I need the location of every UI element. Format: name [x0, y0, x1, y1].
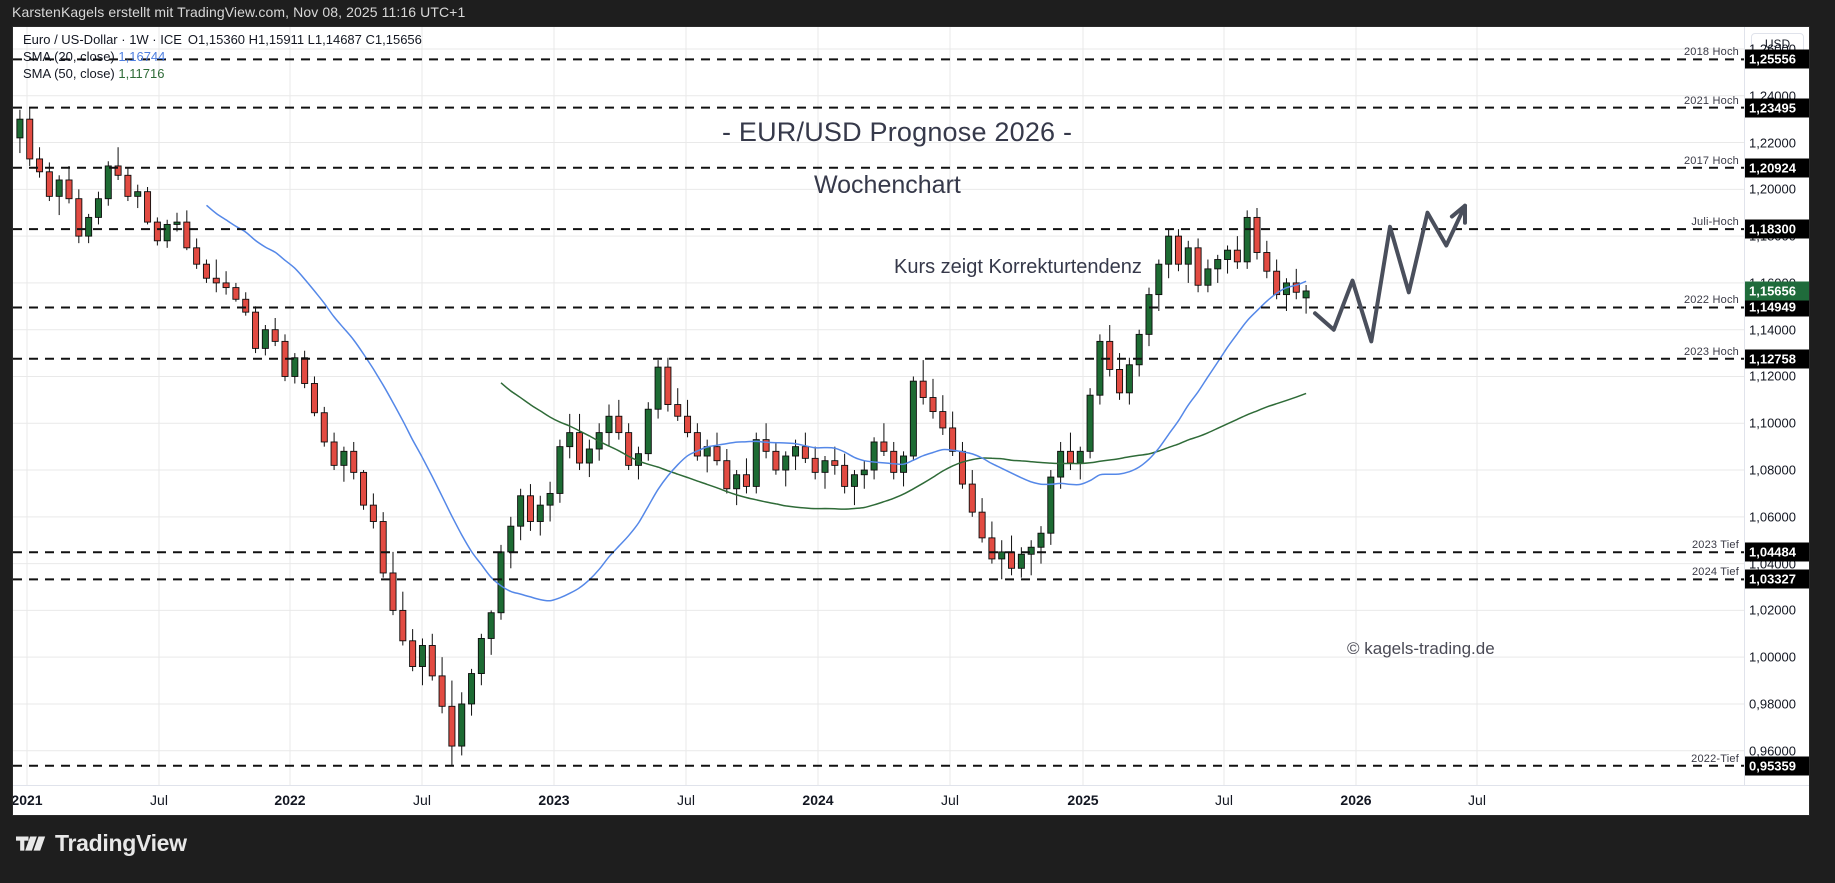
price-tick: 1,12000 — [1749, 368, 1796, 384]
price-axis[interactable]: USD 1,260001,240001,220001,200001,180001… — [1744, 27, 1809, 787]
legend-sma50-label: SMA (50, close) — [23, 66, 115, 81]
footer-bar: TradingView — [0, 816, 1835, 883]
watermark-credit: © kagels-trading.de — [1347, 639, 1495, 658]
chart-title: - EUR/USD Prognose 2026 - — [722, 117, 1073, 147]
attribution-bar: KarstenKagels erstellt mit TradingView.c… — [0, 0, 1835, 24]
time-tick: 2022 — [274, 792, 306, 808]
level-label-2018-hoch: 2018 Hoch — [1683, 46, 1739, 59]
price-tick: 1,20000 — [1749, 181, 1796, 197]
time-axis[interactable]: 2021 Jul 2022 Jul 2023 Jul 2024 Jul 2025 Jul 2026 J… — [12, 785, 1809, 815]
time-tick: Jul — [150, 792, 168, 808]
level-label-2024-tief: 2024 Tief — [1691, 566, 1739, 579]
level-label-2022-hoch: 2022 Hoch — [1683, 294, 1739, 307]
price-tick: 1,10000 — [1749, 415, 1796, 431]
level-label-2023-hoch: 2023 Hoch — [1683, 345, 1739, 358]
chart-legend[interactable]: Euro / US-Dollar · 1W · ICE O1,15360 H1,1… — [23, 31, 422, 82]
level-price-badge: 1,03327 — [1745, 569, 1809, 589]
correction-annotation: Kurs zeigt Korrekturtendenz — [894, 256, 1142, 278]
level-price-badge: 0,95359 — [1745, 756, 1809, 776]
level-price-badge: 1,23495 — [1745, 98, 1809, 118]
plot-area[interactable]: 2018 Hoch 2021 Hoch 2017 Hoch Juli-Hoch 2022… — [13, 27, 1746, 787]
chart-frame[interactable]: 2018 Hoch 2021 Hoch 2017 Hoch Juli-Hoch 2022… — [12, 26, 1810, 816]
chart-subtitle: Wochenchart — [814, 171, 961, 199]
level-price-badge: 1,18300 — [1745, 219, 1809, 239]
tradingview-mark-icon — [16, 836, 46, 851]
legend-sma20-row: SMA (20, close) 1,16744 — [23, 48, 422, 65]
legend-sma20-value: 1,16744 — [118, 49, 166, 64]
legend-ohlc: O1,15360 H1,15911 L1,14687 C1,15656 — [187, 32, 422, 47]
price-tick: 0,96000 — [1749, 743, 1796, 759]
price-tick: 1,14000 — [1749, 322, 1796, 338]
time-tick: Jul — [1468, 792, 1486, 808]
level-label-2017-hoch: 2017 Hoch — [1683, 154, 1739, 167]
level-price-badge: 1,12758 — [1745, 349, 1809, 369]
level-price-badge: 1,04484 — [1745, 542, 1809, 562]
level-label-2021-hoch: 2021 Hoch — [1683, 94, 1739, 107]
price-tick: 1,08000 — [1749, 462, 1796, 478]
level-price-badge: 1,25556 — [1745, 49, 1809, 69]
legend-symbol: Euro / US-Dollar · 1W · ICE — [23, 32, 182, 47]
time-tick: 2025 — [1067, 792, 1099, 808]
time-tick: Jul — [677, 792, 695, 808]
legend-sma50-row: SMA (50, close) 1,11716 — [23, 65, 422, 82]
price-tick: 1,00000 — [1749, 649, 1796, 665]
currency-chip[interactable]: USD — [1751, 33, 1804, 54]
level-price-badge: 1,20924 — [1745, 158, 1809, 178]
level-label-2022-tief: 2022-Tief — [1691, 752, 1739, 765]
tradingview-wordmark: TradingView — [55, 830, 187, 856]
current-price-badge: 1,15656 — [1745, 281, 1809, 301]
price-tick: 1,06000 — [1749, 509, 1796, 525]
level-label-2023-tief: 2023 Tief — [1691, 539, 1739, 552]
time-tick: Jul — [1215, 792, 1233, 808]
level-price-badge: 1,14949 — [1745, 297, 1809, 317]
tradingview-logo[interactable]: TradingView — [16, 830, 187, 857]
time-tick: 2026 — [1340, 792, 1372, 808]
time-tick: 2023 — [538, 792, 570, 808]
time-tick: 2021 — [12, 792, 43, 808]
price-tick: 1,22000 — [1749, 135, 1796, 151]
price-tick: 0,98000 — [1749, 696, 1796, 712]
legend-sma20-label: SMA (20, close) — [23, 49, 115, 64]
legend-sma50-value: 1,11716 — [118, 66, 165, 81]
price-tick: 1,02000 — [1749, 602, 1796, 618]
time-tick: 2024 — [802, 792, 834, 808]
time-tick: Jul — [413, 792, 431, 808]
level-label-juli-hoch: Juli-Hoch — [1691, 216, 1739, 229]
time-tick: Jul — [941, 792, 959, 808]
legend-symbol-row: Euro / US-Dollar · 1W · ICE O1,15360 H1,1… — [23, 31, 422, 48]
